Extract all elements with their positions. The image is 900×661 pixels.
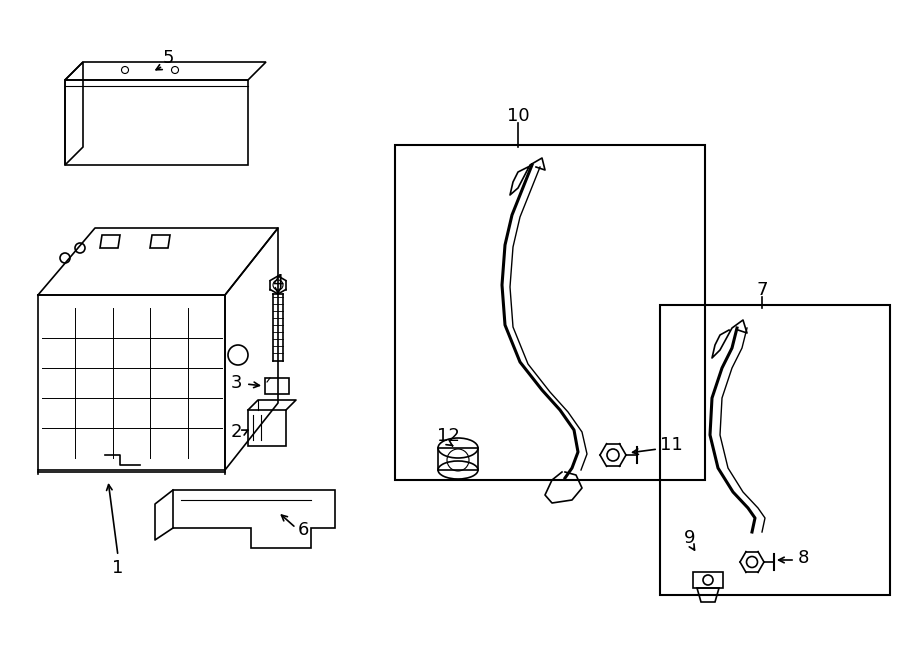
Text: 12: 12 (436, 427, 459, 445)
Text: 7: 7 (756, 281, 768, 299)
Bar (395, 145, 705, 480)
Text: 8: 8 (798, 549, 809, 567)
Bar (660, 305, 890, 595)
Text: 9: 9 (684, 529, 696, 547)
Text: 5: 5 (162, 49, 174, 67)
Text: 10: 10 (507, 107, 529, 125)
Text: 3: 3 (230, 374, 242, 392)
Text: 4: 4 (272, 273, 284, 291)
Text: 2: 2 (230, 423, 242, 441)
Bar (438, 448, 478, 470)
Text: 11: 11 (660, 436, 683, 454)
Text: 1: 1 (112, 559, 123, 577)
Text: 6: 6 (298, 521, 310, 539)
